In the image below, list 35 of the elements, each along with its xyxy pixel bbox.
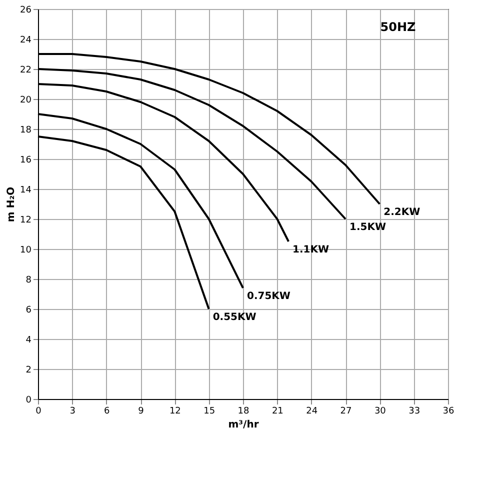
y-tick-label: 12 [20, 216, 32, 226]
y-tick-label: 22 [20, 66, 32, 76]
y-tick-label: 0 [26, 396, 32, 406]
y-tick-label: 2 [26, 366, 32, 376]
x-tick-label: 33 [408, 406, 420, 416]
y-tick-label: 14 [20, 186, 32, 196]
y-tick-label: 18 [20, 126, 32, 136]
y-axis-title: m H₂O [6, 186, 18, 222]
y-tick-label: 20 [20, 96, 32, 106]
y-tick-label: 6 [26, 306, 32, 316]
x-tick-label: 12 [169, 406, 181, 416]
y-tick-label: 24 [20, 36, 32, 46]
series-label: 1.1KW [292, 244, 330, 256]
series-label: 0.55KW [212, 312, 256, 323]
annotation: 50HZ [380, 20, 416, 34]
y-tick-label: 8 [26, 276, 32, 286]
x-tick-label: 0 [36, 406, 42, 416]
y-tick-label: 4 [26, 336, 32, 346]
series-label: 0.75KW [247, 291, 290, 302]
x-tick-label: 21 [272, 406, 284, 416]
x-tick-label: 3 [70, 406, 76, 416]
x-tick-label: 27 [340, 406, 352, 416]
y-tick-label: 10 [20, 246, 32, 256]
x-tick-label: 9 [138, 406, 144, 416]
x-tick-label: 36 [442, 406, 454, 416]
y-tick-label: 16 [20, 156, 32, 166]
series-label: 1.5KW [350, 222, 386, 233]
x-tick-label: 6 [104, 406, 110, 416]
x-tick-label: 15 [204, 406, 216, 416]
y-tick-label: 26 [20, 6, 32, 16]
series-label: 2.2KW [384, 207, 420, 218]
x-tick-label: 30 [374, 406, 386, 416]
x-tick-label: 18 [238, 406, 250, 416]
x-tick-label: 24 [306, 406, 318, 416]
x-axis-title: m³/hr [228, 420, 259, 430]
